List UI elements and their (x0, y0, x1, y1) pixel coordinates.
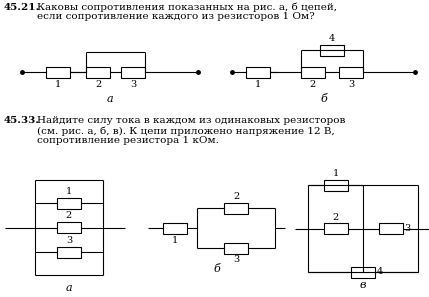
Bar (323, 223, 347, 234)
Text: 3: 3 (405, 224, 411, 233)
Bar (86, 67, 110, 78)
Text: 45.33.: 45.33. (4, 116, 40, 125)
Bar (57, 247, 81, 257)
Bar (121, 67, 145, 78)
Text: 45.21.: 45.21. (4, 3, 40, 12)
Bar (46, 67, 70, 78)
Bar (323, 179, 347, 190)
Text: Каковы сопротивления показанных на рис. а, б цепей,: Каковы сопротивления показанных на рис. … (37, 3, 337, 12)
Text: 3: 3 (66, 236, 72, 245)
Bar (320, 45, 344, 56)
Text: б: б (213, 264, 220, 274)
Text: б: б (320, 94, 327, 104)
Bar (339, 67, 363, 78)
Text: 2: 2 (310, 80, 316, 89)
Bar (351, 266, 375, 277)
Bar (57, 222, 81, 233)
Bar (224, 203, 248, 214)
Text: 1: 1 (255, 80, 261, 89)
Text: 4: 4 (329, 34, 335, 43)
Text: 2: 2 (95, 80, 101, 89)
Text: 1: 1 (55, 80, 61, 89)
Text: 2: 2 (66, 211, 72, 220)
Text: 2: 2 (233, 192, 239, 201)
Text: 4: 4 (377, 268, 383, 277)
Bar (246, 67, 270, 78)
Text: в: в (360, 280, 366, 290)
Text: (см. рис. а, б, в). К цепи приложено напряжение 12 В,: (см. рис. а, б, в). К цепи приложено нап… (37, 126, 335, 135)
Text: 2: 2 (332, 212, 338, 222)
Text: 1: 1 (66, 187, 72, 196)
Text: 1: 1 (172, 236, 178, 245)
Text: 3: 3 (233, 255, 239, 264)
Text: а: а (107, 94, 113, 104)
Text: а: а (66, 283, 73, 293)
Bar (57, 198, 81, 208)
Text: если сопротивление каждого из резисторов 1 Ом?: если сопротивление каждого из резисторов… (37, 12, 315, 21)
Bar (163, 222, 187, 233)
Bar (224, 242, 248, 254)
Bar (378, 223, 402, 234)
Text: 3: 3 (130, 80, 136, 89)
Text: 3: 3 (348, 80, 354, 89)
Text: Найдите силу тока в каждом из одинаковых резисторов: Найдите силу тока в каждом из одинаковых… (37, 116, 345, 125)
Text: сопротивление резистора 1 кОм.: сопротивление резистора 1 кОм. (37, 136, 219, 145)
Text: 1: 1 (332, 169, 338, 178)
Bar (301, 67, 325, 78)
